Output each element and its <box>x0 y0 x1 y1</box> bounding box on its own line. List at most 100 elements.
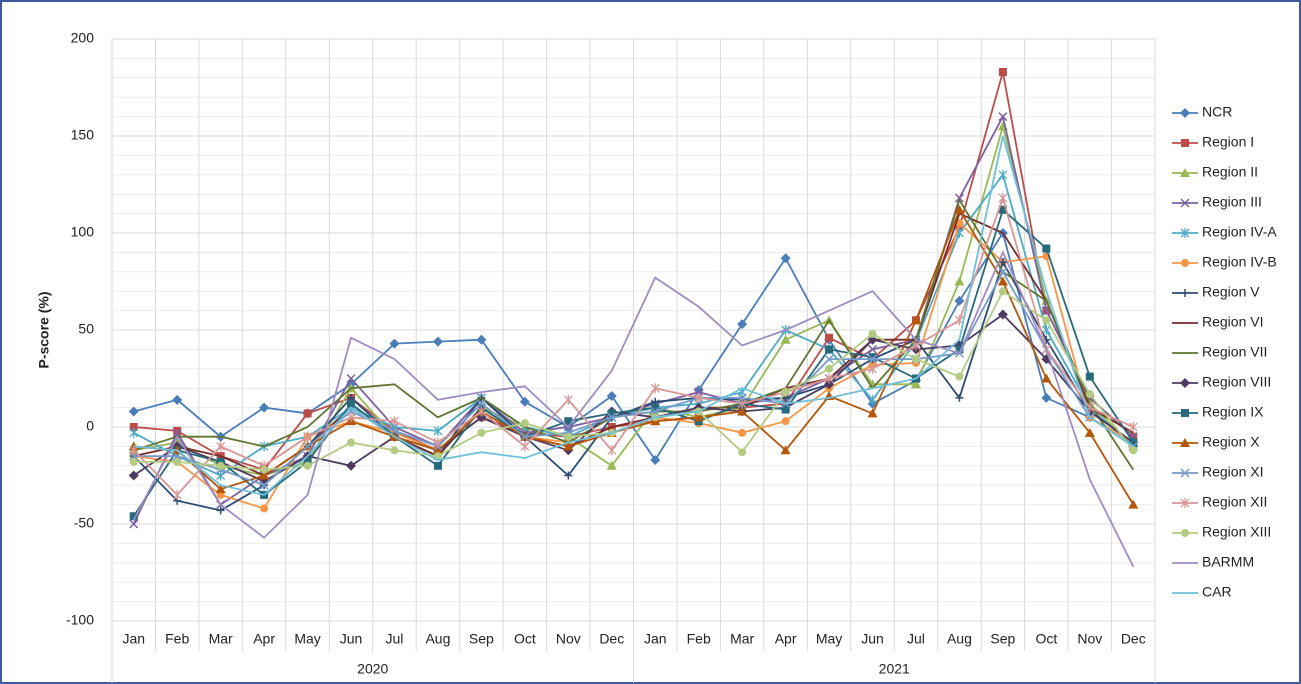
series-line <box>133 207 1135 506</box>
marker <box>825 364 834 373</box>
marker <box>172 394 183 405</box>
legend-label: Region VII <box>1202 344 1267 360</box>
marker <box>1084 427 1095 437</box>
legend-label: Region IX <box>1202 404 1264 420</box>
marker <box>737 406 748 416</box>
marker <box>738 448 747 457</box>
x-tick-label: Feb <box>165 631 189 647</box>
marker <box>1129 438 1138 447</box>
legend-label: Region II <box>1202 164 1258 180</box>
marker <box>563 394 573 405</box>
marker <box>825 345 834 354</box>
marker <box>1181 259 1189 267</box>
marker <box>347 399 356 408</box>
marker <box>564 471 573 480</box>
marker <box>1181 139 1189 147</box>
x-tick-label: Dec <box>599 631 624 647</box>
legend-label: Region X <box>1202 434 1260 450</box>
marker <box>215 484 226 494</box>
marker <box>520 432 530 442</box>
marker <box>1180 168 1190 177</box>
x-tick-label: Apr <box>253 631 275 647</box>
marker <box>476 334 487 345</box>
x-tick-label: Jul <box>907 631 925 647</box>
marker <box>867 354 878 364</box>
marker <box>998 267 1008 277</box>
series-line <box>133 230 1134 462</box>
marker <box>693 412 704 422</box>
marker <box>216 506 225 515</box>
marker <box>1180 438 1190 447</box>
legend-label: Region IV-A <box>1202 224 1277 240</box>
marker <box>997 309 1008 320</box>
marker <box>651 403 660 412</box>
marker <box>694 392 704 403</box>
marker <box>1181 529 1189 537</box>
x-tick-label: Sep <box>469 631 494 647</box>
marker <box>476 406 486 417</box>
marker <box>607 409 616 418</box>
series-line <box>133 122 1134 477</box>
legend-label: Region XII <box>1202 494 1267 510</box>
marker <box>216 461 225 470</box>
marker <box>172 489 182 500</box>
marker <box>303 431 313 442</box>
marker <box>607 412 617 422</box>
marker <box>954 193 964 203</box>
marker <box>606 390 617 401</box>
marker <box>955 393 964 402</box>
marker <box>1085 390 1094 399</box>
marker <box>738 428 747 437</box>
marker <box>1180 498 1190 508</box>
marker <box>824 354 834 364</box>
marker <box>954 276 965 286</box>
marker <box>432 336 443 347</box>
x-tick-label: Jan <box>122 631 145 647</box>
legend-label: BARMM <box>1202 554 1254 570</box>
marker <box>1128 422 1138 432</box>
x-tick-label: Jun <box>340 631 363 647</box>
group-label: 2020 <box>357 661 388 677</box>
marker <box>606 460 617 470</box>
y-tick-label: -100 <box>66 612 94 628</box>
legend-label: CAR <box>1202 584 1232 600</box>
y-tick-label: 200 <box>71 30 95 46</box>
marker <box>390 416 399 427</box>
x-tick-label: Apr <box>775 631 797 647</box>
y-tick-label: 100 <box>71 224 95 240</box>
marker <box>303 441 313 451</box>
marker <box>998 67 1007 76</box>
x-tick-label: Jan <box>644 631 667 647</box>
marker <box>737 319 748 330</box>
marker <box>347 438 356 447</box>
marker <box>563 441 574 451</box>
x-tick-label: Jul <box>386 631 404 647</box>
marker <box>346 412 356 423</box>
x-tick-label: Mar <box>209 631 233 647</box>
marker <box>129 457 138 466</box>
marker <box>868 353 877 362</box>
marker <box>911 355 920 364</box>
marker <box>650 406 660 417</box>
marker <box>1180 468 1190 478</box>
y-axis-label: P-score (%) <box>36 291 52 368</box>
marker <box>433 461 442 470</box>
marker <box>867 334 878 345</box>
x-tick-label: Oct <box>514 631 536 647</box>
marker <box>346 373 356 384</box>
marker <box>1181 289 1189 297</box>
marker <box>955 372 964 381</box>
x-tick-label: Sep <box>990 631 1015 647</box>
group-label: 2021 <box>879 661 910 677</box>
marker <box>607 445 617 456</box>
legend-label: Region XI <box>1202 464 1263 480</box>
series-line <box>132 208 1135 517</box>
marker <box>997 276 1008 286</box>
legend-label: Region VI <box>1202 314 1263 330</box>
marker <box>780 253 791 264</box>
marker <box>867 344 878 354</box>
marker <box>303 461 312 470</box>
marker <box>1180 198 1190 208</box>
